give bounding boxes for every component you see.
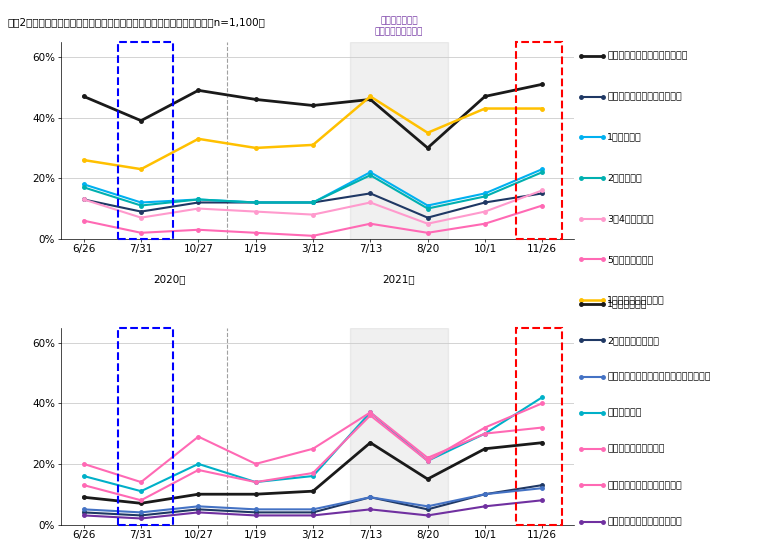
- Bar: [350, 42, 448, 239]
- Bar: [517, 328, 562, 525]
- Text: ライブハウス・クラブに行く: ライブハウス・クラブに行く: [607, 517, 682, 526]
- Text: 3～4人で居酒屋: 3～4人で居酒屋: [607, 214, 654, 223]
- Bar: [118, 42, 173, 239]
- Bar: [350, 328, 448, 525]
- Text: マージャン・パチンコ・ゲーセンに行く: マージャン・パチンコ・ゲーセンに行く: [607, 372, 711, 381]
- Text: 1人でカラオケ: 1人でカラオケ: [607, 300, 648, 309]
- Text: 映画館に行く: 映画館に行く: [607, 408, 641, 417]
- Text: ＜囲2＞いま「してもいい」と思うこと　項目別の推移　（複数回答：各n=1,100）: ＜囲2＞いま「してもいい」と思うこと 項目別の推移 （複数回答：各n=1,100…: [8, 17, 265, 27]
- Text: 家族で家の近くの飲食店で食事: 家族で家の近くの飲食店で食事: [607, 51, 688, 60]
- Text: 家族で繁華街の飲食店で食事: 家族で繁華街の飲食店で食事: [607, 92, 682, 101]
- Text: 2人で居酒屋: 2人で居酒屋: [607, 174, 642, 182]
- Bar: [118, 328, 173, 525]
- Text: 1人で居酒屋: 1人で居酒屋: [607, 133, 642, 142]
- Text: 2020年: 2020年: [154, 275, 186, 285]
- Text: 2021年: 2021年: [383, 275, 415, 285]
- Text: 5人以上で居酒屋: 5人以上で居酒屋: [607, 255, 654, 264]
- Text: 2人以上でカラオケ: 2人以上でカラオケ: [607, 336, 659, 345]
- Text: 動物園・植物園に行く: 動物園・植物園に行く: [607, 445, 665, 454]
- Text: 1人でカフェ、食事処: 1人でカフェ、食事処: [607, 296, 665, 305]
- Text: オリンピック・
パラリンピック期間: オリンピック・ パラリンピック期間: [375, 17, 423, 36]
- Bar: [517, 42, 562, 239]
- Text: テーマパーク・遂園地に行く: テーマパーク・遂園地に行く: [607, 481, 682, 490]
